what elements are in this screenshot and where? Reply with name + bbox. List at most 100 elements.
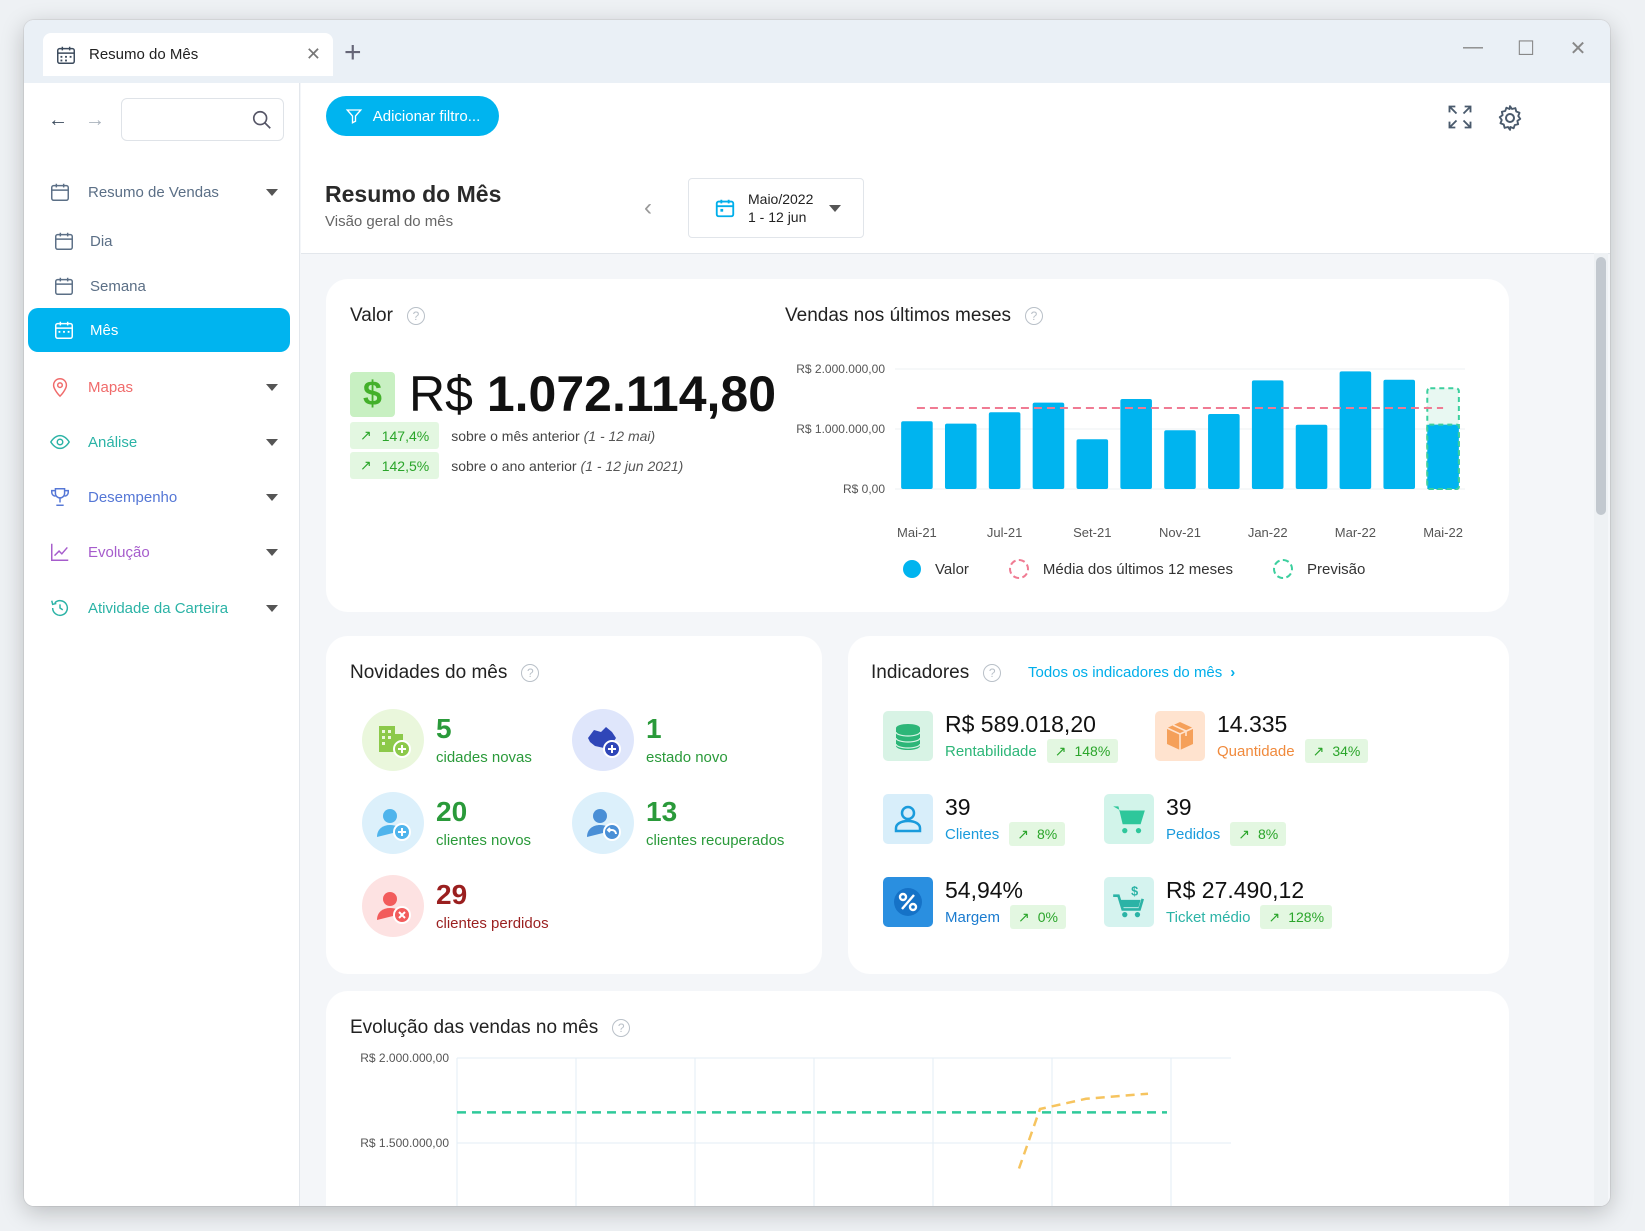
search-icon[interactable] [251,109,273,131]
novidades-card: Novidades do mês ? 5 cidades novas 1 [326,636,822,974]
help-icon[interactable]: ? [612,1019,631,1037]
eye-icon [48,430,72,454]
novidade-count: 13 [646,795,678,827]
evolution-line-chart: R$ 2.000.000,00 R$ 1.500.000,00 [360,1051,1231,1206]
indicator-clientes[interactable]: 39 Clientes ↗ 8% [883,794,1066,846]
vendas-title: Vendas nos últimos meses ? [785,305,1044,327]
scrollbar[interactable] [1594,253,1608,1206]
novidade-cidades-novas[interactable]: 5 cidades novas [362,709,532,771]
x-tick-label: Nov-21 [1159,525,1201,540]
indicadores-card: Indicadores ? Todos os indicadores do mê… [848,636,1509,974]
fullscreen-icon[interactable] [1446,103,1474,131]
indicator-margem[interactable]: 54,94% Margem ↗ 0% [883,877,1066,929]
chevron-down-icon[interactable] [266,548,278,556]
arrow-up-right-icon: ↗ [1018,908,1030,925]
user-return-icon [572,792,634,854]
previous-period-button[interactable]: ‹ [644,194,652,221]
x-tick-label: Jan-22 [1248,525,1288,540]
indicadores-title-text: Indicadores [871,662,970,683]
total-amount: 1.072.114,80 [486,366,777,422]
bar [1208,414,1240,489]
add-filter-button[interactable]: Adicionar filtro... [326,96,499,136]
indicator-value: R$ 27.490,12 [1166,877,1305,903]
cart-icon [1104,794,1154,844]
novidade-count: 20 [436,795,468,827]
bar [1120,399,1152,489]
arrow-up-right-icon: ↗ [360,427,372,443]
chevron-down-icon[interactable] [266,438,278,446]
growth-pct: 0% [1037,909,1058,925]
bar [1295,424,1328,489]
legend-item-valor[interactable]: Valor [903,560,969,578]
sidebar-item-analise[interactable]: Análise [28,420,290,464]
legend-swatch [1273,559,1293,579]
maximize-button[interactable]: ☐ [1517,38,1535,60]
all-indicators-link[interactable]: Todos os indicadores do mês › [1028,664,1235,681]
filter-icon [345,109,362,124]
novidade-clientes-perdidos[interactable]: 29 clientes perdidos [362,875,549,937]
legend-item-previsao[interactable]: Previsão [1273,559,1365,579]
scrollbar-thumb[interactable] [1596,257,1606,515]
growth-pct: 34% [1332,743,1361,759]
indicator-value: 39 [945,794,971,820]
calendar-icon [52,229,76,253]
legend-swatch [1008,559,1029,579]
growth-badge: ↗ 148% [1046,739,1119,763]
map-add-icon [572,709,634,771]
sidebar-item-label: Mês [90,321,119,339]
indicator-rentabilidade[interactable]: R$ 589.018,20 Rentabilidade ↗ 148% [883,711,1119,763]
chevron-down-icon[interactable] [266,604,278,612]
novidade-clientes-novos[interactable]: 20 clientes novos [362,792,531,854]
sidebar-item-dia[interactable]: Dia [28,219,290,263]
minimize-button[interactable]: — [1463,36,1483,58]
search-input[interactable] [121,98,284,141]
sidebar-item-semana[interactable]: Semana [28,264,290,308]
legend-item-media[interactable]: Média dos últimos 12 meses [1008,559,1233,579]
novidade-estado-novo[interactable]: 1 estado novo [572,709,728,771]
legend-label: Média dos últimos 12 meses [1042,560,1233,578]
forward-button[interactable]: → [85,109,105,131]
tab-close-icon[interactable]: ✕ [305,44,321,64]
bar [1339,371,1372,489]
chevron-down-icon[interactable] [266,188,278,196]
novidade-count: 5 [436,712,452,744]
comparison-period: (1 - 12 jun 2021) [580,457,684,474]
indicator-ticket-medio[interactable]: $ R$ 27.490,12 Ticket médio ↗ 128% [1104,877,1333,929]
arrow-up-right-icon: ↗ [1017,825,1029,842]
back-button[interactable]: ← [48,109,68,131]
indicadores-title: Indicadores ? [871,662,1002,684]
indicator-quantidade[interactable]: 14.335 Quantidade ↗ 34% [1155,711,1369,763]
tab-resumo-do-mes[interactable]: Resumo do Mês ✕ [43,33,333,76]
page-subtitle: Visão geral do mês [325,213,454,230]
period-selector[interactable]: Maio/2022 1 - 12 jun [688,178,864,238]
sidebar-item-resumo-de-vendas[interactable]: Resumo de Vendas [28,170,290,214]
comparison-previous-month: ↗ 147,4% sobre o mês anterior (1 - 12 ma… [350,422,655,449]
help-icon[interactable]: ? [406,307,425,325]
gear-icon[interactable] [1495,103,1525,133]
sidebar-item-evolucao[interactable]: Evolução [28,530,290,574]
y-tick-label: R$ 0,00 [843,482,885,496]
tab-title: Resumo do Mês [89,46,199,63]
comparison-text: sobre o mês anterior [451,427,580,444]
bar [944,423,977,489]
bar [901,421,933,489]
novidade-clientes-recuperados[interactable]: 13 clientes recuperados [572,792,784,854]
chevron-down-icon[interactable] [266,383,278,391]
indicator-pedidos[interactable]: 39 Pedidos ↗ 8% [1104,794,1287,846]
total-value: R$ 1.072.114,80 [409,365,776,423]
dollar-icon: $ [350,372,395,417]
sidebar-item-mapas[interactable]: Mapas [28,365,290,409]
sidebar-item-atividade-da-carteira[interactable]: Atividade da Carteira [28,586,290,630]
growth-pct: 142,5% [381,457,430,474]
new-tab-button[interactable]: + [344,36,362,69]
sidebar-item-label: Análise [88,433,138,451]
svg-text:$: $ [1131,885,1138,899]
help-icon[interactable]: ? [521,664,540,682]
sidebar-item-desempenho[interactable]: Desempenho [28,475,290,519]
sidebar-item-mes[interactable]: Mês [28,308,290,352]
growth-pct: 147,4% [381,427,430,444]
close-window-button[interactable]: ✕ [1569,38,1587,60]
help-icon[interactable]: ? [1025,307,1044,325]
help-icon[interactable]: ? [983,664,1002,682]
chevron-down-icon[interactable] [266,493,278,501]
